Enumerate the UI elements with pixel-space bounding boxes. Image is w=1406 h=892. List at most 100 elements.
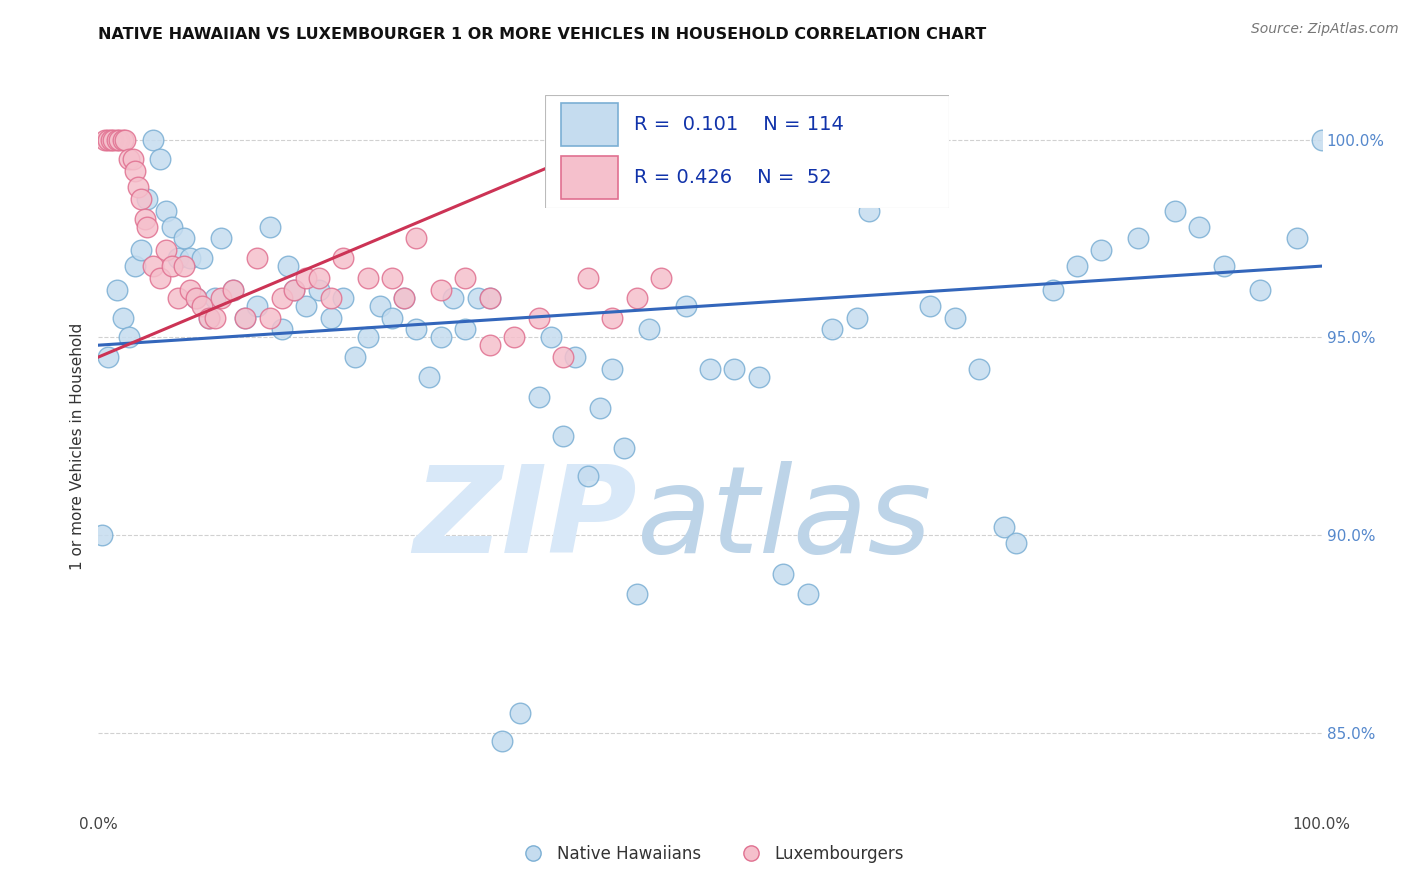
Point — [392, 291, 416, 305]
Point — [797, 587, 820, 601]
Point — [155, 203, 177, 218]
Point — [675, 299, 697, 313]
Point — [381, 310, 404, 325]
Point — [134, 211, 156, 226]
Point — [650, 271, 672, 285]
Point — [233, 310, 256, 325]
Point — [136, 219, 159, 234]
Point — [233, 310, 256, 325]
Point — [173, 231, 195, 245]
Point — [1188, 219, 1211, 234]
Point — [1042, 283, 1064, 297]
Point — [503, 330, 526, 344]
Point — [467, 291, 489, 305]
Point — [124, 164, 146, 178]
Point — [277, 259, 299, 273]
Text: NATIVE HAWAIIAN VS LUXEMBOURGER 1 OR MORE VEHICLES IN HOUSEHOLD CORRELATION CHAR: NATIVE HAWAIIAN VS LUXEMBOURGER 1 OR MOR… — [98, 27, 987, 42]
Point — [295, 299, 318, 313]
Point — [553, 350, 575, 364]
Point — [405, 322, 427, 336]
Point — [186, 291, 208, 305]
Point — [1250, 283, 1272, 297]
Point — [209, 231, 232, 245]
Point — [111, 132, 134, 146]
Point — [454, 271, 477, 285]
Point — [124, 259, 146, 273]
Text: ZIP: ZIP — [413, 460, 637, 578]
Y-axis label: 1 or more Vehicles in Household: 1 or more Vehicles in Household — [70, 322, 86, 570]
Point — [93, 132, 115, 146]
Point — [638, 322, 661, 336]
Point — [430, 283, 453, 297]
Point — [381, 271, 404, 285]
Point — [197, 310, 219, 325]
Point — [283, 283, 305, 297]
Point — [576, 271, 599, 285]
Point — [111, 310, 134, 325]
Text: Source: ZipAtlas.com: Source: ZipAtlas.com — [1251, 22, 1399, 37]
Point — [142, 132, 165, 146]
Point — [600, 310, 623, 325]
FancyBboxPatch shape — [546, 95, 949, 209]
Point — [967, 362, 990, 376]
Point — [246, 251, 269, 265]
Point — [772, 567, 794, 582]
Point — [1212, 259, 1234, 273]
Point — [270, 291, 294, 305]
Point — [527, 390, 550, 404]
Point — [173, 259, 195, 273]
Point — [319, 291, 342, 305]
Point — [491, 733, 513, 747]
Point — [1004, 536, 1026, 550]
Point — [418, 369, 440, 384]
Point — [179, 251, 201, 265]
Point — [392, 291, 416, 305]
Point — [441, 291, 464, 305]
Point — [478, 291, 501, 305]
Point — [1286, 231, 1309, 245]
Point — [319, 310, 342, 325]
Point — [576, 468, 599, 483]
Point — [553, 429, 575, 443]
Point — [1090, 244, 1112, 258]
Point — [209, 291, 232, 305]
Point — [167, 251, 190, 265]
Point — [405, 231, 427, 245]
Point — [91, 528, 114, 542]
Point — [993, 520, 1015, 534]
Point — [259, 219, 281, 234]
Point — [108, 132, 131, 146]
Point — [699, 362, 721, 376]
Point — [344, 350, 367, 364]
Point — [204, 291, 226, 305]
Point — [430, 330, 453, 344]
Point — [204, 310, 226, 325]
Point — [100, 132, 122, 146]
Point — [191, 251, 214, 265]
Point — [97, 350, 120, 364]
Point — [149, 153, 172, 167]
Point — [509, 706, 531, 720]
FancyBboxPatch shape — [561, 156, 617, 199]
Point — [589, 401, 612, 416]
Text: R =  0.101    N = 114: R = 0.101 N = 114 — [634, 115, 844, 134]
Point — [858, 203, 880, 218]
Point — [197, 310, 219, 325]
Point — [179, 283, 201, 297]
Point — [368, 299, 391, 313]
Point — [105, 283, 128, 297]
Point — [613, 441, 636, 455]
Point — [155, 244, 177, 258]
Point — [920, 299, 942, 313]
Point — [356, 330, 378, 344]
Point — [101, 132, 124, 146]
Point — [127, 180, 149, 194]
Text: atlas: atlas — [637, 460, 932, 578]
Point — [748, 369, 770, 384]
Point — [332, 251, 354, 265]
Point — [1128, 231, 1150, 245]
Point — [270, 322, 294, 336]
Point — [246, 299, 269, 313]
Point — [283, 283, 305, 297]
Point — [129, 192, 152, 206]
